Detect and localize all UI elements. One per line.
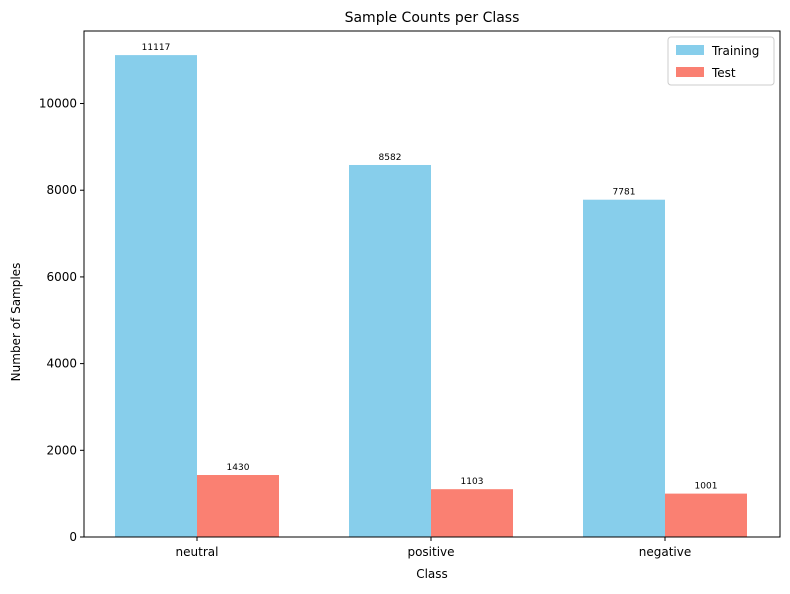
legend-label-test: Test <box>711 66 736 80</box>
axes-layer: 0 2000 4000 6000 8000 10000 neutral positive neg… <box>39 30 781 559</box>
legend-swatch-test <box>676 67 704 77</box>
bar-test-positive <box>431 489 513 537</box>
y-axis-label: Number of Samples <box>9 263 23 382</box>
data-label-test-positive: 1103 <box>461 477 484 487</box>
y-tick-label: 6000 <box>46 270 77 284</box>
plot-frame <box>83 30 781 538</box>
chart-title: Sample Counts per Class <box>345 10 520 26</box>
data-labels-layer: 11117 1430 8582 1103 7781 1001 <box>142 43 718 492</box>
bar-training-positive <box>349 164 431 537</box>
data-label-test-negative: 1001 <box>695 482 718 492</box>
legend-swatch-training <box>676 45 704 55</box>
bars-layer <box>115 55 747 537</box>
y-tick-label: 10000 <box>39 97 77 111</box>
y-tick-label: 4000 <box>46 357 77 371</box>
x-tick-label-negative: negative <box>639 545 691 559</box>
y-tick-label: 8000 <box>46 183 77 197</box>
y-tick-label: 0 <box>69 530 77 544</box>
data-label-training-neutral: 11117 <box>142 43 171 53</box>
bar-test-negative <box>665 493 747 537</box>
x-tick-label-positive: positive <box>407 545 454 559</box>
x-tick-label-neutral: neutral <box>176 545 219 559</box>
legend-label-training: Training <box>711 44 759 58</box>
data-label-test-neutral: 1430 <box>227 463 250 473</box>
data-label-training-negative: 7781 <box>613 188 636 198</box>
y-tick-label: 2000 <box>46 443 77 457</box>
bar-training-negative <box>583 199 665 537</box>
bar-test-neutral <box>197 475 279 537</box>
legend: Training Test <box>667 36 775 86</box>
data-label-training-positive: 8582 <box>379 153 402 163</box>
bar-training-neutral <box>115 55 197 537</box>
x-axis-label: Class <box>416 567 448 581</box>
